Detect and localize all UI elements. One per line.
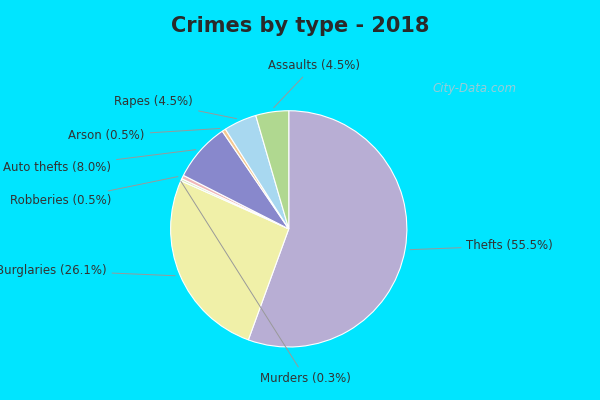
Text: Robberies (0.5%): Robberies (0.5%) (10, 176, 178, 207)
Wedge shape (170, 181, 289, 340)
Wedge shape (256, 111, 289, 229)
Text: Murders (0.3%): Murders (0.3%) (181, 181, 351, 385)
Wedge shape (226, 116, 289, 229)
Text: Rapes (4.5%): Rapes (4.5%) (115, 95, 236, 119)
Wedge shape (248, 111, 407, 347)
Wedge shape (184, 131, 289, 229)
Wedge shape (182, 175, 289, 229)
Text: City-Data.com: City-Data.com (433, 82, 517, 95)
Text: Assaults (4.5%): Assaults (4.5%) (268, 59, 359, 108)
Text: Auto thefts (8.0%): Auto thefts (8.0%) (3, 150, 196, 174)
Text: Crimes by type - 2018: Crimes by type - 2018 (171, 16, 429, 36)
Text: Burglaries (26.1%): Burglaries (26.1%) (0, 264, 175, 277)
Text: Arson (0.5%): Arson (0.5%) (68, 128, 220, 142)
Wedge shape (181, 179, 289, 229)
Text: Thefts (55.5%): Thefts (55.5%) (410, 239, 553, 252)
Wedge shape (222, 129, 289, 229)
